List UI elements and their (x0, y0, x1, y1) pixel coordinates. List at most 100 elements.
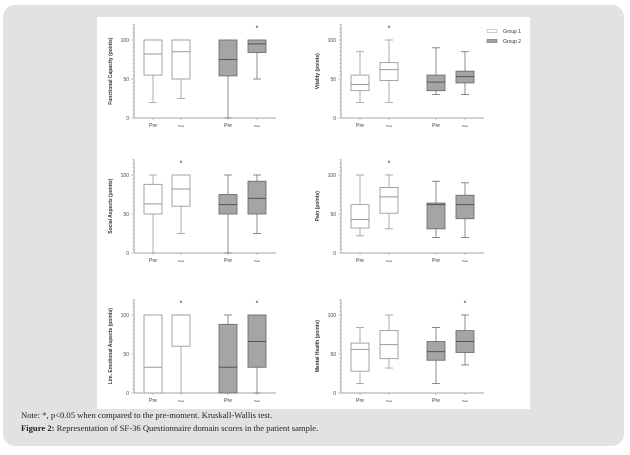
y-axis-label: Lim. Emotional Aspects (points) (108, 308, 114, 385)
iqr-box (143, 314, 163, 394)
x-tick-label: Pre (224, 398, 232, 404)
iqr-box (218, 39, 238, 77)
y-tick-label: 0 (126, 391, 129, 397)
x-tick-label: Pre (149, 258, 157, 264)
significance-marker: * (464, 301, 467, 308)
box-group1-post (171, 39, 191, 99)
box-group2-pre (426, 180, 446, 238)
y-tick-label: 100 (328, 38, 337, 44)
x-tick-label: Post (178, 124, 184, 128)
y-tick-label: 50 (330, 212, 336, 218)
iqr-box (350, 74, 370, 92)
y-tick-label: 50 (123, 352, 129, 358)
y-tick-label: 50 (123, 212, 129, 218)
x-tick-label: Pre (356, 258, 364, 264)
box-group2-pre (426, 327, 446, 385)
x-tick-label: Post (178, 399, 184, 403)
box-group2-post (247, 174, 267, 234)
box-group1-post: * (379, 26, 399, 103)
iqr-box (426, 341, 446, 361)
y-tick-label: 0 (126, 116, 129, 122)
iqr-box (350, 204, 370, 229)
iqr-box (426, 202, 446, 230)
y-axis-label: Mental Health (points) (315, 320, 321, 373)
box-group1-pre (143, 314, 163, 394)
iqr-box (218, 323, 238, 394)
legend-label: Group 1 (503, 29, 521, 35)
box-group1-post: * (379, 161, 399, 230)
box-group2-pre (426, 47, 446, 95)
chart-panel-5: 0 50 100 Lim. Emotional Aspects (points) Pre… (108, 299, 276, 404)
box-group2-post (455, 182, 475, 238)
chart-panel-4: 0 50 100 Pain (points) Pre Post Pre Post * (315, 159, 484, 264)
iqr-box (455, 194, 475, 220)
legend: Group 1 Group 2 (486, 29, 521, 45)
x-tick-label: Pre (224, 123, 232, 129)
y-axis-label: Pain (points) (315, 191, 321, 222)
y-tick-label: 50 (330, 77, 336, 83)
y-tick-label: 100 (121, 173, 130, 179)
x-tick-label: Post (462, 259, 468, 263)
y-tick-label: 0 (333, 251, 336, 257)
iqr-box (379, 62, 399, 82)
x-tick-label: Pre (149, 123, 157, 129)
chart-panel-3: 0 50 100 Social Aspects (points) Pre Post Pre P… (108, 159, 276, 264)
box-group2-post (455, 51, 475, 95)
figure-caption-text: Representation of SF-36 Questionnaire do… (54, 423, 319, 433)
significance-marker: * (180, 301, 183, 308)
iqr-box (143, 39, 163, 76)
iqr-box (247, 180, 267, 215)
x-tick-label: Post (254, 124, 260, 128)
box-group1-pre (143, 39, 163, 103)
box-group1-pre (350, 327, 370, 385)
x-tick-label: Pre (224, 258, 232, 264)
box-group1-pre (350, 174, 370, 237)
box-group1-post (379, 314, 399, 369)
legend-swatch (486, 39, 498, 43)
x-tick-label: Pre (432, 398, 440, 404)
iqr-box (143, 183, 163, 215)
figure-caption-label: Figure 2: (21, 423, 55, 433)
significance-marker: * (180, 161, 183, 168)
y-tick-label: 0 (333, 391, 336, 397)
box-group2-post: * (247, 301, 267, 394)
x-tick-label: Post (462, 124, 468, 128)
x-tick-label: Pre (432, 258, 440, 264)
x-tick-label: Post (462, 399, 468, 403)
box-group1-post: * (171, 301, 191, 394)
box-group1-post: * (171, 161, 191, 234)
x-tick-label: Pre (149, 398, 157, 404)
y-tick-label: 100 (328, 173, 337, 179)
significance-marker: * (256, 26, 259, 33)
significance-marker: * (388, 26, 391, 33)
y-tick-label: 0 (126, 251, 129, 257)
box-group1-pre (350, 51, 370, 103)
y-axis-label: Vitality (points) (315, 53, 321, 89)
x-tick-label: Pre (356, 398, 364, 404)
box-group1-pre (143, 174, 163, 254)
legend-label: Group 2 (503, 39, 521, 45)
y-axis-label: Functional Capacity (points) (108, 37, 114, 105)
iqr-box (350, 342, 370, 372)
chart-panel-1: 0 50 100 Functional Capacity (points) Pre Pos… (108, 24, 276, 129)
x-tick-label: Post (386, 124, 392, 128)
box-group2-pre (218, 314, 238, 394)
x-tick-label: Post (254, 259, 260, 263)
iqr-box (171, 39, 191, 80)
iqr-box (426, 74, 446, 92)
iqr-box (379, 187, 399, 214)
chart-panel-2: 0 50 100 Vitality (points) Pre Post Pre Post * (315, 24, 484, 129)
y-tick-label: 100 (121, 313, 130, 319)
x-tick-label: Post (178, 259, 184, 263)
iqr-box (171, 174, 191, 207)
x-tick-label: Post (254, 399, 260, 403)
x-tick-label: Pre (356, 123, 364, 129)
figure-note: Note: *, p<0.05 when compared to the pre… (21, 410, 273, 420)
figure-caption: Figure 2: Representation of SF-36 Questi… (21, 423, 318, 433)
significance-marker: * (388, 161, 391, 168)
iqr-box (247, 39, 267, 53)
y-tick-label: 100 (328, 313, 337, 319)
box-group2-post: * (455, 301, 475, 366)
y-tick-label: 50 (123, 77, 129, 83)
